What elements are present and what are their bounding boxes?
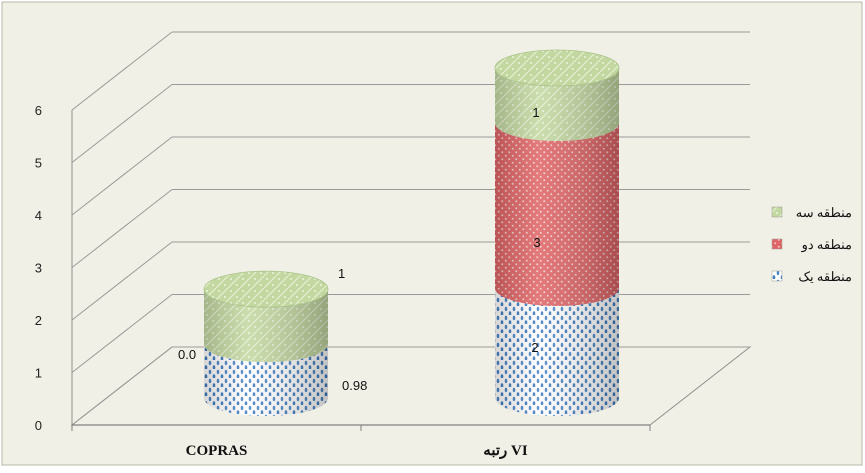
y-tick-label: 6: [35, 103, 42, 118]
y-tick-label: 0: [35, 418, 42, 433]
bar-stack: [203, 270, 329, 416]
legend-swatch: [771, 270, 783, 282]
bar-segment-shading: [495, 288, 619, 416]
bar-segment-shading: [204, 289, 328, 363]
bar-segment-shading: [495, 68, 619, 141]
category-label: COPRAS: [186, 443, 248, 459]
legend-swatch: [771, 206, 783, 218]
gridline-side: [71, 241, 173, 321]
y-tick-label: 3: [35, 261, 42, 276]
bar-segment-shading: [204, 344, 328, 416]
data-label: 1: [338, 266, 345, 281]
gridline-side: [71, 136, 173, 216]
bar-stack: [494, 49, 620, 416]
legend-swatch: [771, 238, 783, 250]
y-tick-label: 5: [35, 156, 42, 171]
gridline-side: [71, 84, 173, 163]
chart-background: [1, 1, 863, 466]
bar-top-cap: [203, 270, 329, 308]
legend-label: منطقه سه: [796, 205, 852, 220]
y-tick-label: 4: [35, 208, 42, 223]
bar-top-cap: [494, 49, 620, 87]
gridline-side: [71, 346, 173, 426]
y-tick-label: 1: [35, 366, 42, 381]
legend-label: منطقه یک: [798, 269, 852, 284]
data-label: 3: [533, 235, 540, 250]
gridline-side: [71, 294, 173, 373]
y-tick-label: 2: [35, 313, 42, 328]
data-label: 0.98: [342, 378, 367, 393]
category-label: رتبه VI: [483, 443, 528, 459]
gridline-side: [71, 31, 173, 111]
gridline-side: [71, 189, 173, 268]
legend-label: منطقه دو: [801, 237, 852, 253]
bar-segment-shading: [495, 123, 619, 306]
data-label: 2: [531, 340, 538, 355]
data-label: 0.0: [178, 347, 196, 362]
data-label: 1: [532, 105, 539, 120]
